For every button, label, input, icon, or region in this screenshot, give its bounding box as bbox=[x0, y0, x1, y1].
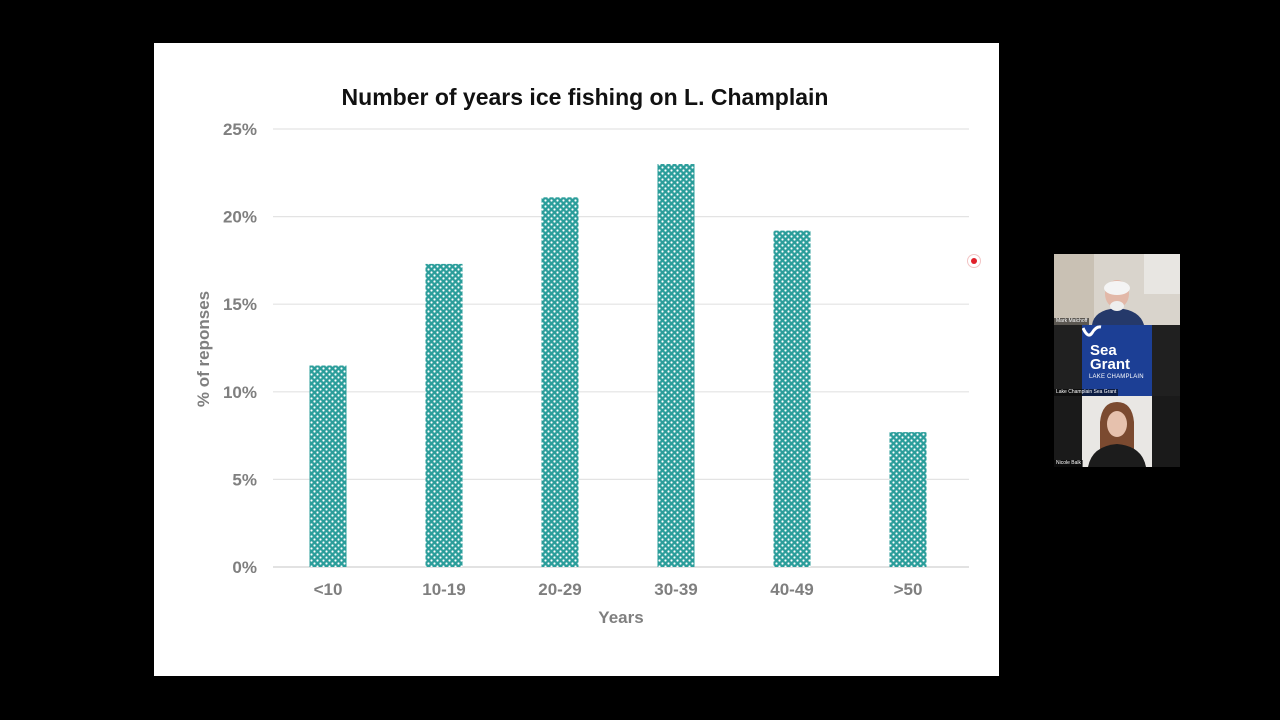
participant-video bbox=[1054, 396, 1180, 467]
y-tick-label: 15% bbox=[223, 295, 257, 314]
bar bbox=[541, 197, 579, 567]
logo-subtext: LAKE CHAMPLAIN bbox=[1089, 374, 1144, 380]
y-tick-label: 5% bbox=[232, 470, 257, 489]
presentation-slide: Number of years ice fishing on L. Champl… bbox=[154, 43, 999, 676]
bars bbox=[309, 164, 927, 567]
x-tick-label: <10 bbox=[314, 580, 343, 599]
x-tick-label: 40-49 bbox=[770, 580, 813, 599]
y-tick-label: 20% bbox=[223, 208, 257, 227]
participant-name: Nicole Balk bbox=[1054, 460, 1084, 467]
bar-chart: Number of years ice fishing on L. Champl… bbox=[194, 84, 969, 627]
x-tick-label: 30-39 bbox=[654, 580, 697, 599]
x-axis-title: Years bbox=[598, 608, 643, 627]
y-axis-ticks: 0% 5% 10% 15% 20% 25% bbox=[223, 120, 257, 577]
x-tick-label: >50 bbox=[894, 580, 923, 599]
y-tick-label: 10% bbox=[223, 383, 257, 402]
chart-title: Number of years ice fishing on L. Champl… bbox=[342, 84, 829, 110]
bar bbox=[657, 164, 695, 567]
y-tick-label: 25% bbox=[223, 120, 257, 139]
participant-name: Lake Champlain Sea Grant bbox=[1054, 389, 1119, 396]
participant-name: Mark Malchoff bbox=[1054, 318, 1090, 325]
participant-tile-mark[interactable]: Mark Malchoff bbox=[1054, 254, 1180, 325]
bar bbox=[309, 365, 347, 567]
x-tick-label: 20-29 bbox=[538, 580, 581, 599]
logo-text-grant: Grant bbox=[1090, 356, 1131, 373]
logo-text-sea: Sea bbox=[1090, 342, 1117, 359]
y-axis-title: % of reponses bbox=[194, 291, 213, 407]
wave-logo-icon bbox=[1082, 325, 1102, 337]
x-axis-ticks: <10 10-19 20-29 30-39 40-49 >50 bbox=[314, 580, 923, 599]
record-icon bbox=[968, 255, 980, 267]
sea-grant-logo: Sea Grant LAKE CHAMPLAIN bbox=[1082, 325, 1152, 396]
participant-video bbox=[1054, 254, 1180, 325]
participant-video-strip[interactable]: Mark Malchoff Sea Grant LAKE CHAMPLAIN L… bbox=[1054, 254, 1180, 467]
x-tick-label: 10-19 bbox=[422, 580, 465, 599]
bar bbox=[773, 230, 811, 567]
participant-tile-nicole[interactable]: Nicole Balk bbox=[1054, 396, 1180, 467]
bar bbox=[889, 432, 927, 567]
participant-tile-sea-grant[interactable]: Sea Grant LAKE CHAMPLAIN Lake Champlain … bbox=[1054, 325, 1180, 396]
y-tick-label: 0% bbox=[232, 558, 257, 577]
bar bbox=[425, 263, 463, 567]
gridlines bbox=[273, 128, 969, 568]
